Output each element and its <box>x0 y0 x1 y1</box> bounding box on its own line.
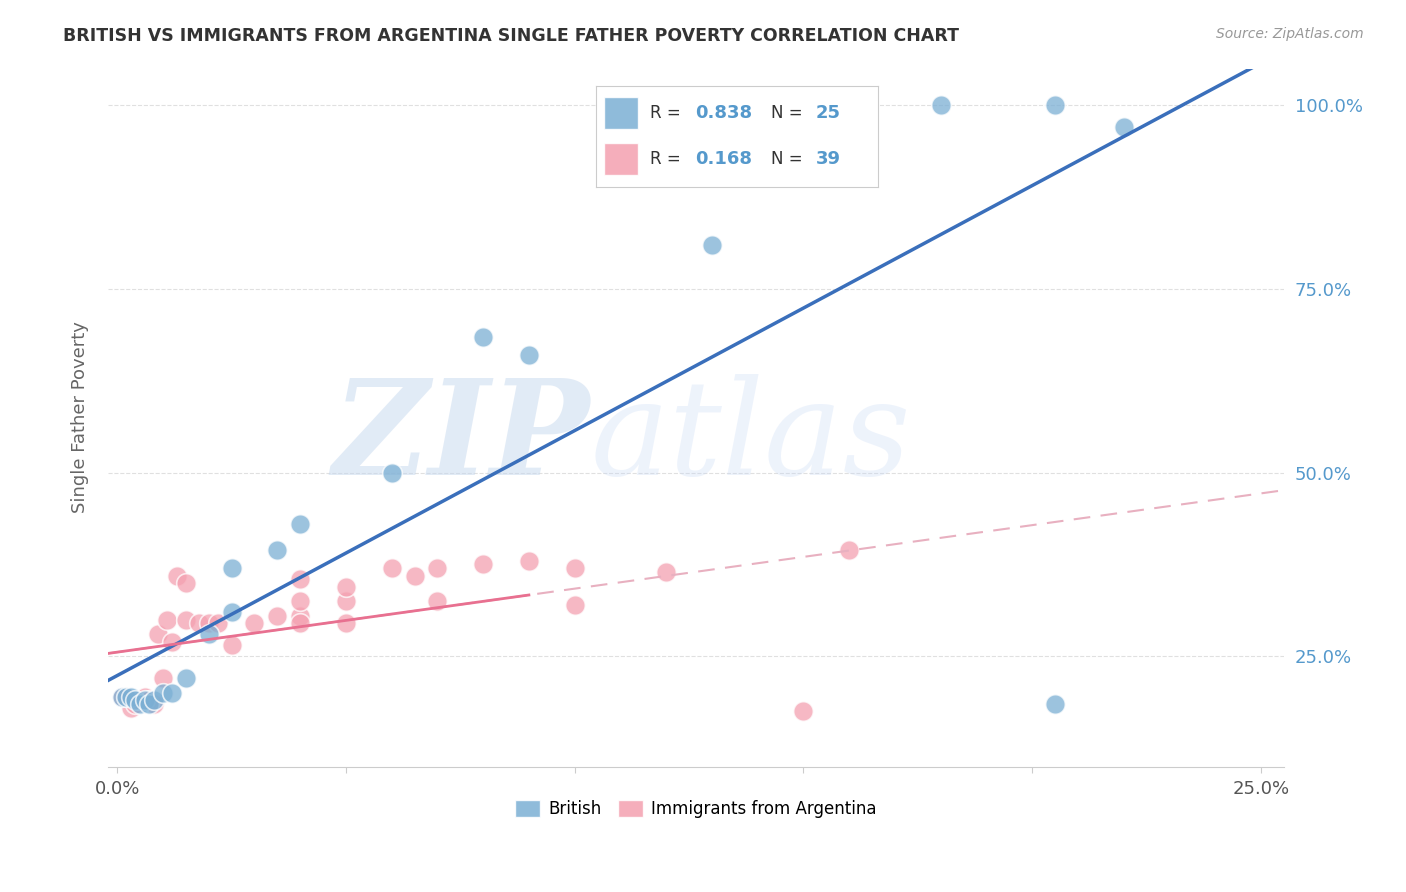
Point <box>288 572 311 586</box>
Point <box>838 542 860 557</box>
Point <box>517 348 540 362</box>
Point <box>138 697 160 711</box>
Point <box>111 690 134 704</box>
Point <box>288 517 311 532</box>
Point <box>221 638 243 652</box>
Point <box>655 565 678 579</box>
Point <box>815 98 838 112</box>
Point <box>1112 120 1135 135</box>
Point <box>124 697 146 711</box>
Point <box>426 561 449 575</box>
Point <box>120 690 142 704</box>
Point <box>1043 697 1066 711</box>
Point <box>152 686 174 700</box>
Point <box>115 690 138 704</box>
Point <box>404 568 426 582</box>
Point <box>1043 98 1066 112</box>
Point <box>156 613 179 627</box>
Point <box>335 594 357 608</box>
Point <box>142 693 165 707</box>
Point <box>929 98 952 112</box>
Point <box>243 616 266 631</box>
Y-axis label: Single Father Poverty: Single Father Poverty <box>72 322 89 514</box>
Point <box>174 613 197 627</box>
Point <box>188 616 211 631</box>
Point <box>207 616 229 631</box>
Point <box>472 329 495 343</box>
Point <box>266 609 288 624</box>
Point <box>266 542 288 557</box>
Point <box>124 693 146 707</box>
Point <box>115 690 138 704</box>
Point <box>174 672 197 686</box>
Text: ZIP: ZIP <box>333 374 591 503</box>
Point <box>129 693 152 707</box>
Point <box>564 598 586 612</box>
Text: Source: ZipAtlas.com: Source: ZipAtlas.com <box>1216 27 1364 41</box>
Point <box>197 616 219 631</box>
Point <box>335 580 357 594</box>
Point <box>134 693 156 707</box>
Point <box>564 561 586 575</box>
Point <box>381 466 404 480</box>
Point <box>166 568 188 582</box>
Point <box>472 558 495 572</box>
Point <box>197 627 219 641</box>
Point <box>148 627 170 641</box>
Legend: British, Immigrants from Argentina: British, Immigrants from Argentina <box>508 793 883 824</box>
Point <box>129 697 152 711</box>
Point <box>160 686 183 700</box>
Point <box>152 672 174 686</box>
Point <box>142 697 165 711</box>
Point <box>120 700 142 714</box>
Point <box>221 605 243 619</box>
Point <box>288 609 311 624</box>
Point <box>134 690 156 704</box>
Text: BRITISH VS IMMIGRANTS FROM ARGENTINA SINGLE FATHER POVERTY CORRELATION CHART: BRITISH VS IMMIGRANTS FROM ARGENTINA SIN… <box>63 27 959 45</box>
Text: atlas: atlas <box>591 374 911 503</box>
Point <box>138 693 160 707</box>
Point <box>160 634 183 648</box>
Point <box>174 575 197 590</box>
Point <box>700 238 723 252</box>
Point <box>517 554 540 568</box>
Point <box>288 616 311 631</box>
Point <box>381 561 404 575</box>
Point <box>288 594 311 608</box>
Point <box>335 616 357 631</box>
Point <box>426 594 449 608</box>
Point <box>111 690 134 704</box>
Point <box>221 561 243 575</box>
Point <box>792 705 814 719</box>
